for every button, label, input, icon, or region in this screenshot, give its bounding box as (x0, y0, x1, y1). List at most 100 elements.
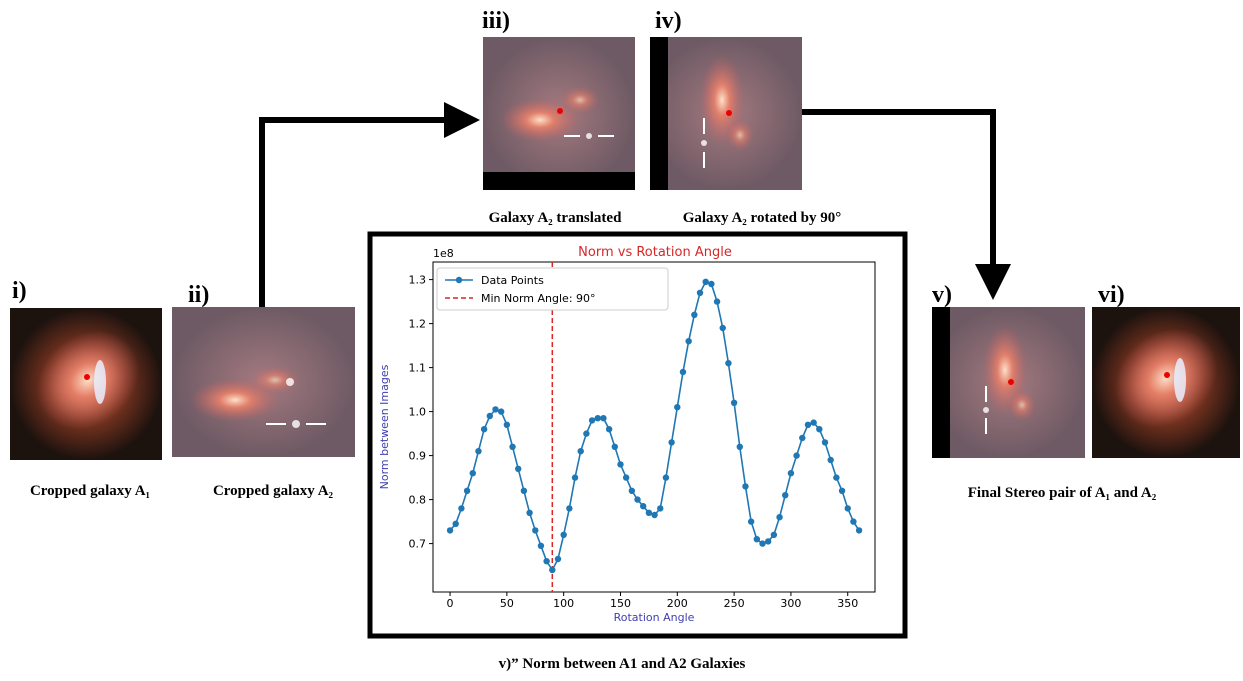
data-point (520, 487, 528, 494)
data-point (662, 474, 670, 481)
data-point (549, 566, 556, 574)
data-point (577, 448, 584, 455)
legend-swatch (455, 276, 463, 284)
x-tick-label: 0 (447, 597, 454, 610)
data-point (702, 278, 709, 285)
galaxy-image (932, 307, 1085, 458)
data-point (566, 505, 573, 512)
data-point (657, 505, 664, 512)
arrow (259, 102, 480, 307)
panel-label: v) (932, 282, 952, 308)
x-axis-label: Rotation Angle (614, 611, 695, 624)
y-tick-label: 1.2 (409, 318, 427, 331)
y-tick-label: 1.0 (409, 406, 427, 419)
x-tick-label: 350 (837, 597, 858, 610)
galaxy-image (650, 37, 802, 190)
legend-label: Data Points (481, 274, 544, 287)
y-tick-label: 1.3 (409, 274, 427, 287)
data-point (793, 452, 800, 459)
legend-box (436, 267, 669, 311)
x-tick-label: 150 (610, 597, 631, 610)
data-point (742, 483, 749, 490)
data-point (452, 520, 459, 527)
legend-label: Min Norm Angle: 90° (481, 292, 596, 305)
arrow (802, 109, 1011, 300)
data-point (730, 399, 738, 406)
data-point (679, 368, 687, 376)
caption: v)” Norm between A1 and A2 Galaxies (499, 656, 746, 672)
data-point (838, 487, 846, 494)
galaxy-image (483, 37, 635, 190)
data-point (475, 448, 482, 455)
data-point (696, 289, 704, 296)
panel-label: vi) (1098, 282, 1125, 308)
data-point (532, 527, 539, 534)
chart-title: Norm vs Rotation Angle (578, 245, 732, 260)
caption: Final Stereo pair of A₁ and A₂ (968, 485, 1157, 501)
data-point (480, 426, 488, 433)
data-point (503, 421, 511, 428)
galaxy-image (10, 308, 162, 460)
data-point (810, 419, 817, 426)
data-point (640, 503, 647, 510)
data-point (685, 338, 692, 345)
data-point (611, 443, 618, 450)
x-tick-label: 200 (667, 597, 688, 610)
data-point (594, 415, 601, 422)
data-point (463, 487, 471, 494)
chart: 0 50 100 150 200 250 300 350 0.7 0.8 0.9 1.0 1.1 1.2 1… (409, 262, 863, 610)
y-tick-label: 0.7 (409, 538, 427, 551)
data-point (759, 540, 766, 547)
data-point (622, 474, 630, 481)
data-point (753, 536, 761, 543)
data-point (708, 280, 715, 288)
data-point (833, 474, 840, 481)
data-point (844, 505, 851, 512)
data-point (787, 470, 795, 477)
y-tick-label: 1.1 (409, 362, 427, 375)
data-point (804, 421, 812, 428)
data-point (816, 426, 823, 433)
data-point (600, 415, 607, 422)
x-tick-label: 250 (724, 597, 745, 610)
y-axis-label: Norm between Images (378, 364, 391, 489)
data-point (509, 443, 516, 450)
data-point (446, 527, 454, 534)
data-point (526, 509, 533, 516)
data-point (617, 461, 624, 468)
data-point (668, 439, 675, 446)
data-point (736, 443, 743, 450)
data-point (583, 430, 590, 437)
data-point (605, 426, 613, 433)
data-point (850, 518, 857, 525)
data-point (691, 311, 698, 318)
galaxy-image (172, 307, 355, 457)
data-point (634, 496, 641, 503)
data-point (799, 434, 806, 442)
data-point (827, 456, 834, 464)
data-point (776, 514, 783, 521)
data-point (713, 298, 721, 305)
y-tick-label: 0.9 (409, 450, 427, 463)
data-point (515, 465, 522, 472)
data-point (469, 470, 476, 477)
caption: Galaxy A₂ translated (489, 210, 622, 226)
data-point (747, 518, 755, 525)
data-point (782, 492, 789, 499)
data-point (651, 511, 658, 519)
y-tick-label: 0.8 (409, 494, 427, 507)
data-point (486, 412, 494, 420)
data-point (458, 505, 465, 512)
data-point (628, 487, 636, 494)
panel-label: iv) (655, 8, 682, 34)
panel-label: ii) (188, 282, 209, 308)
data-point (719, 324, 726, 332)
data-point (497, 408, 505, 415)
caption: Galaxy A₂ rotated by 90° (683, 210, 842, 226)
data-point (855, 527, 863, 534)
caption: Cropped galaxy A₂ (213, 483, 334, 499)
data-point (560, 531, 567, 538)
data-point (543, 558, 550, 565)
data-point (645, 509, 653, 516)
